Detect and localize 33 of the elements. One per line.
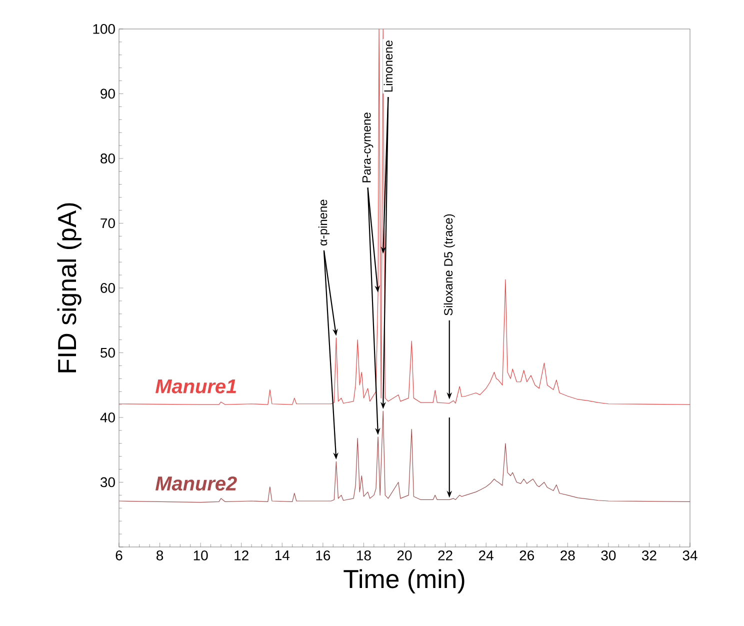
x-tick-label: 24 xyxy=(479,550,494,560)
y-tick-label: 80 xyxy=(100,154,115,164)
y-axis-title: FID signal (pA) xyxy=(57,203,82,372)
x-tick-label: 10 xyxy=(194,550,208,560)
x-tick-label: 12 xyxy=(234,550,248,560)
y-tick-label: 50 xyxy=(100,348,115,358)
y-tick-label: 100 xyxy=(93,24,115,34)
x-tick-label: 30 xyxy=(601,550,616,560)
y-tick-label: 90 xyxy=(100,88,115,99)
x-tick-label: 22 xyxy=(438,550,452,560)
annotation: Limonene xyxy=(384,40,393,92)
x-axis-title: Time (min) xyxy=(344,569,464,594)
line-series xyxy=(119,410,690,503)
x-tick-label: 8 xyxy=(156,550,164,560)
y-tick-label: 60 xyxy=(100,283,115,293)
annotation: Para-cymene xyxy=(362,112,374,182)
annotation: α-pinene xyxy=(318,200,330,246)
x-tick-label: 6 xyxy=(116,550,122,560)
line-series xyxy=(119,28,690,405)
x-tick-label: 28 xyxy=(560,550,575,560)
x-tick-label: 34 xyxy=(682,550,698,560)
series-label: Manure1 xyxy=(156,379,236,394)
x-tick-label: 16 xyxy=(316,550,330,560)
annotation: Siloxane D5 (trace) xyxy=(444,214,455,316)
x-tick-label: 20 xyxy=(397,550,412,560)
x-tick-label: 18 xyxy=(357,550,371,560)
series-label: Manure2 xyxy=(156,476,237,491)
y-tick-label: 70 xyxy=(100,218,115,228)
y-tick-label: 30 xyxy=(100,477,115,488)
x-tick-label: 32 xyxy=(642,550,656,560)
x-tick-label: 14 xyxy=(275,550,290,560)
y-tick-label: 40 xyxy=(100,412,115,422)
x-tick-label: 26 xyxy=(520,550,534,560)
